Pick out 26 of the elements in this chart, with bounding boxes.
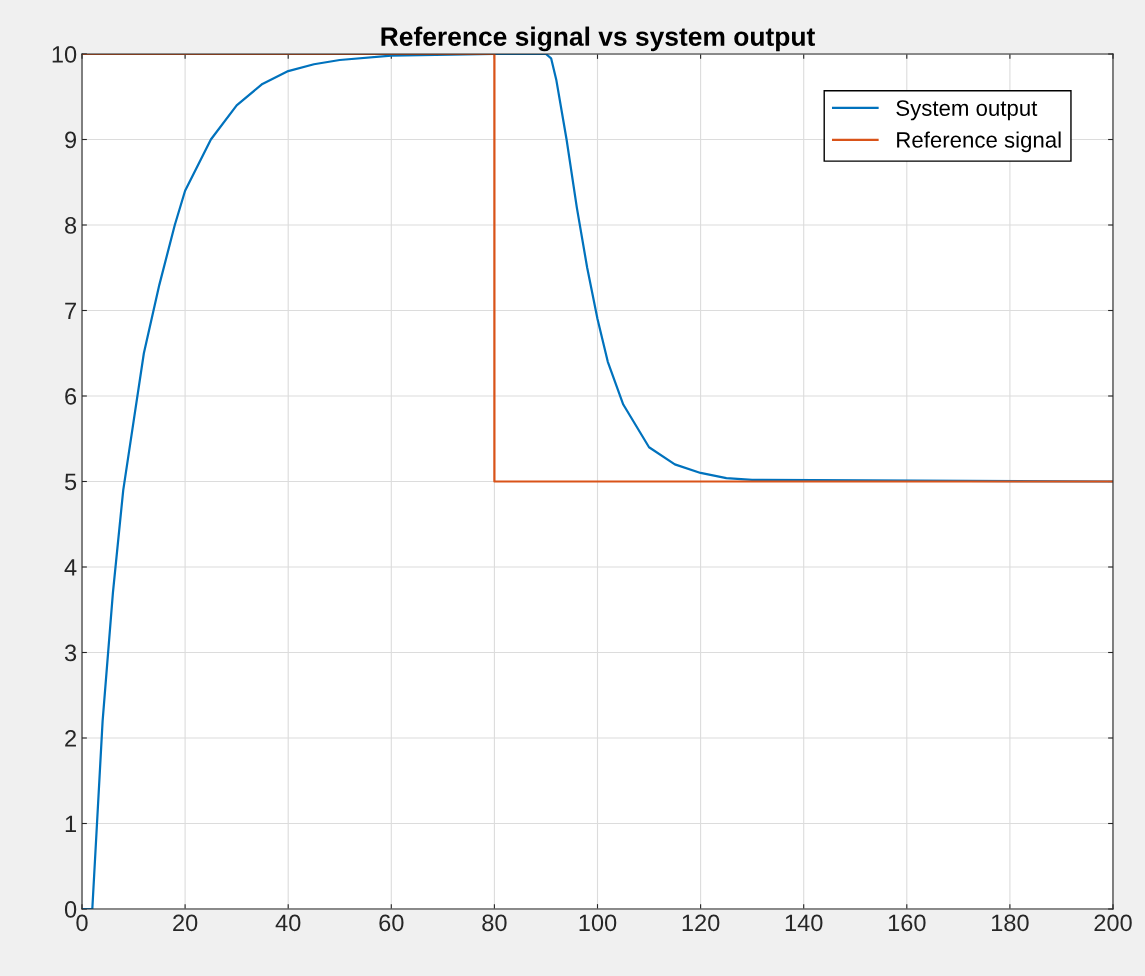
x-tick-label: 40 — [275, 914, 301, 932]
y-tick-label: 0 — [64, 901, 77, 918]
x-tick-label: 20 — [173, 914, 198, 932]
y-tick-label: 5 — [64, 473, 77, 491]
y-tick-label: 6 — [65, 388, 77, 405]
x-tick-label: 0 — [76, 914, 88, 932]
y-tick-label: 10 — [52, 46, 77, 63]
chart-title: Reference signal vs system output — [381, 26, 815, 52]
x-tick-label: 180 — [992, 914, 1029, 932]
line-series — [82, 54, 1113, 909]
y-tick-label: 2 — [65, 730, 76, 747]
y-tick-label: 9 — [65, 131, 77, 149]
x-tick-label: 140 — [785, 914, 823, 932]
y-tick-label: 3 — [64, 644, 77, 662]
x-tick-label: 200 — [1094, 914, 1132, 932]
x-tick-label: 120 — [682, 914, 720, 932]
legend-label: Reference signal — [897, 131, 1061, 153]
legend-label: System output — [896, 100, 1038, 121]
x-tick-label: 160 — [888, 914, 926, 932]
x-tick-label: 80 — [482, 914, 507, 932]
y-tick-label: 8 — [65, 217, 77, 234]
x-tick-label: 100 — [579, 914, 617, 932]
y-tick-label: 7 — [65, 302, 76, 320]
x-tick-label: 60 — [379, 914, 404, 932]
y-tick-label: 4 — [64, 559, 77, 576]
y-tick-label: 1 — [65, 815, 76, 833]
